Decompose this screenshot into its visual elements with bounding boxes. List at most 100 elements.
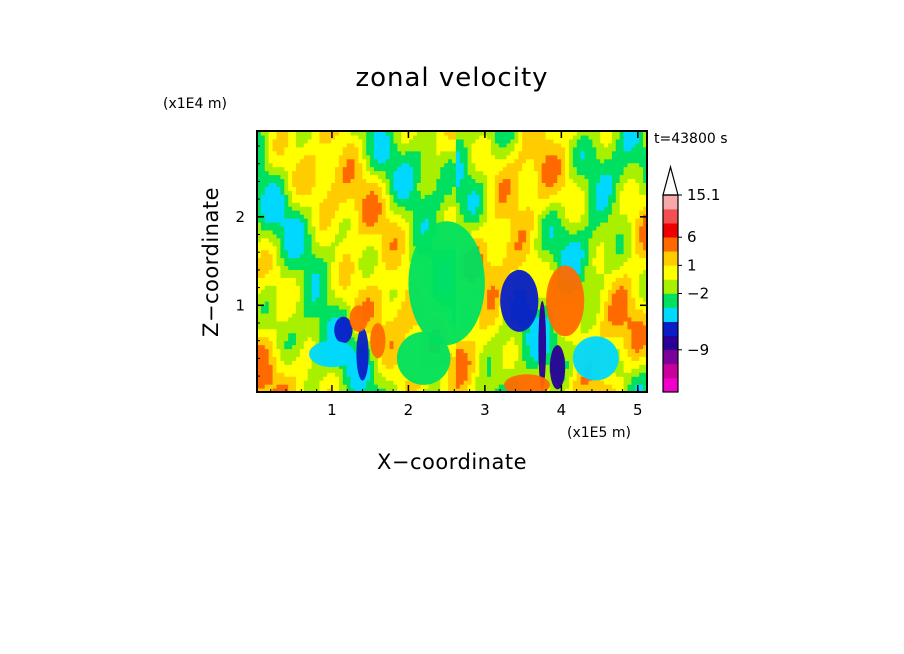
field-cell	[268, 237, 274, 243]
field-cell	[401, 249, 406, 255]
field-cell	[260, 170, 266, 176]
field-cell	[393, 320, 398, 326]
field-cell	[514, 225, 519, 231]
field-cell	[385, 285, 391, 290]
field-cell	[335, 312, 340, 318]
field-cell	[467, 131, 473, 136]
field-cell	[338, 142, 344, 148]
field-cell	[518, 257, 523, 263]
field-cell	[483, 202, 488, 207]
field-cell	[381, 150, 387, 156]
field-cell	[452, 380, 457, 385]
field-cell	[510, 253, 515, 259]
field-cell	[448, 364, 453, 369]
field-cell	[428, 142, 434, 148]
field-cell	[260, 131, 266, 136]
field-cell	[272, 340, 278, 346]
field-cell	[483, 277, 488, 282]
field-cell	[299, 198, 305, 203]
field-cell	[487, 162, 492, 168]
field-cell	[479, 150, 484, 156]
field-cell	[487, 320, 492, 326]
field-cell	[323, 131, 328, 136]
field-cell	[498, 360, 504, 365]
field-cell	[498, 269, 504, 274]
field-cell	[545, 210, 551, 215]
field-cell	[541, 138, 547, 144]
field-cell	[526, 328, 531, 334]
field-cell	[522, 150, 527, 156]
field-cell	[315, 233, 320, 239]
field-cell	[381, 372, 387, 377]
field-cell	[533, 320, 539, 326]
field-cell	[475, 134, 480, 140]
field-cell	[530, 352, 535, 357]
field-cell	[264, 320, 270, 326]
field-cell	[483, 301, 488, 306]
field-cell	[522, 178, 527, 183]
field-cell	[276, 380, 281, 385]
field-cell	[522, 241, 527, 247]
field-cell	[354, 336, 359, 342]
field-cell	[452, 368, 457, 373]
field-cell	[541, 253, 547, 259]
field-cell	[284, 328, 289, 334]
field-cell	[260, 336, 266, 342]
field-cell	[288, 241, 293, 247]
field-cell	[467, 150, 473, 156]
field-cell	[487, 202, 492, 207]
field-cell	[331, 249, 336, 255]
field-cell	[455, 206, 461, 211]
field-cell	[448, 178, 453, 183]
field-cell	[268, 134, 274, 140]
field-cell	[479, 348, 484, 354]
field-cell	[303, 316, 309, 322]
field-cell	[299, 352, 305, 357]
field-cell	[284, 289, 289, 294]
field-cell	[424, 154, 430, 160]
field-cell	[436, 210, 441, 215]
field-cell	[272, 190, 278, 195]
field-cell	[366, 265, 371, 270]
field-cell	[444, 170, 449, 176]
field-cell	[366, 142, 371, 148]
field-cell	[346, 368, 352, 373]
field-cell	[350, 364, 356, 369]
field-cell	[311, 146, 317, 152]
field-cell	[299, 178, 305, 183]
field-cell	[272, 384, 278, 389]
field-cell	[526, 360, 531, 365]
field-cell	[268, 340, 274, 346]
field-cell	[374, 190, 379, 195]
field-cell	[459, 210, 465, 215]
field-cell	[494, 344, 500, 350]
field-cell	[530, 198, 535, 203]
field-cell	[303, 131, 309, 136]
field-cell	[459, 360, 465, 365]
field-cell	[264, 380, 270, 385]
field-cell	[514, 372, 519, 377]
field-cell	[319, 174, 324, 180]
field-cell	[260, 265, 266, 270]
field-cell	[463, 146, 469, 152]
field-cell	[405, 312, 410, 318]
field-cell	[487, 198, 492, 203]
field-cell	[374, 194, 379, 199]
field-cell	[346, 301, 352, 306]
field-cell	[299, 182, 305, 187]
field-cell	[350, 261, 356, 267]
field-cell	[393, 301, 398, 306]
field-cell	[350, 170, 356, 176]
field-cell	[268, 364, 274, 369]
field-cell	[424, 131, 430, 136]
field-cell	[545, 368, 551, 373]
field-cell	[416, 206, 422, 211]
field-cell	[506, 269, 512, 274]
field-cell	[299, 376, 305, 381]
field-cell	[284, 269, 289, 274]
field-cell	[393, 221, 398, 227]
field-cell	[455, 166, 461, 172]
field-cell	[491, 301, 496, 306]
field-cell	[319, 312, 324, 318]
field-cell	[307, 269, 313, 274]
